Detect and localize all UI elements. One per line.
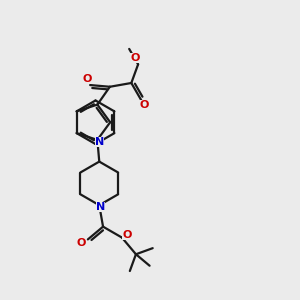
Text: O: O — [82, 74, 92, 84]
Text: O: O — [130, 53, 140, 63]
Text: N: N — [95, 137, 104, 147]
Text: O: O — [122, 230, 132, 240]
Text: N: N — [96, 202, 105, 212]
Text: O: O — [76, 238, 86, 248]
Text: O: O — [140, 100, 149, 110]
